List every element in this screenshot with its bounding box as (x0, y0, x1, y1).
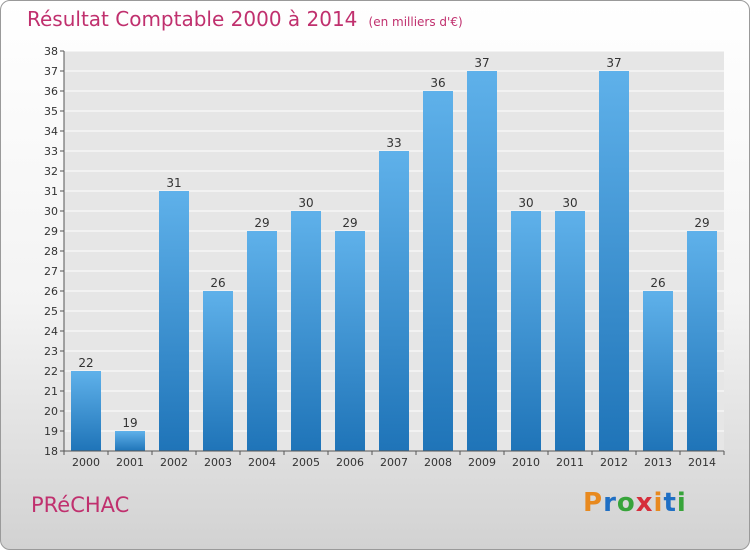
bars-group (71, 71, 717, 451)
commune-name: PRéCHAC (31, 493, 130, 517)
logo-letter: x (635, 488, 654, 518)
y-tick-label: 38 (44, 45, 58, 58)
logo-letter: t (663, 488, 677, 518)
data-label: 37 (606, 56, 621, 70)
x-tick-label: 2008 (424, 456, 452, 469)
x-tick-label: 2005 (292, 456, 320, 469)
data-label: 29 (694, 216, 709, 230)
data-label: 37 (474, 56, 489, 70)
x-tick-label: 2012 (600, 456, 628, 469)
data-label: 36 (430, 76, 445, 90)
x-tick-label: 2002 (160, 456, 188, 469)
y-tick-label: 19 (44, 425, 58, 438)
x-tick-label: 2001 (116, 456, 144, 469)
bar (555, 211, 585, 451)
bar (335, 231, 365, 451)
logo-letter: P (583, 488, 604, 518)
bar (467, 71, 497, 451)
y-tick-label: 29 (44, 225, 58, 238)
x-tick-label: 2011 (556, 456, 584, 469)
data-label: 33 (386, 136, 401, 150)
y-tick-label: 18 (44, 445, 58, 458)
y-tick-label: 31 (44, 185, 58, 198)
data-labels-group: 22 19 31 26 29 30 29 33 36 37 30 30 37 26 29 (78, 56, 709, 430)
x-tick-label: 2000 (72, 456, 100, 469)
proxiti-logo: Proxiti (583, 488, 687, 518)
chart-title-block: Résultat Comptable 2000 à 2014 (en milli… (27, 7, 463, 31)
x-tick-label: 2007 (380, 456, 408, 469)
bar (203, 291, 233, 451)
y-tick-label: 33 (44, 145, 58, 158)
bar (643, 291, 673, 451)
bar (115, 431, 145, 451)
x-tick-label: 2004 (248, 456, 276, 469)
x-tick-label: 2006 (336, 456, 364, 469)
y-tick-label: 21 (44, 385, 58, 398)
data-label: 26 (210, 276, 225, 290)
y-tick-label: 25 (44, 305, 58, 318)
data-label: 30 (562, 196, 577, 210)
logo-letter: i (676, 488, 687, 518)
data-label: 31 (166, 176, 181, 190)
x-tick-label: 2014 (688, 456, 716, 469)
logo-letter: r (603, 488, 617, 518)
y-tick-label: 36 (44, 85, 58, 98)
y-tick-label: 34 (44, 125, 58, 138)
y-axis: 18 19 20 21 22 23 24 25 26 27 28 29 30 31 32 33 34 35 36 37… (44, 45, 65, 458)
y-tick-label: 24 (44, 325, 58, 338)
bar (599, 71, 629, 451)
y-tick-label: 22 (44, 365, 58, 378)
bar (511, 211, 541, 451)
data-label: 30 (518, 196, 533, 210)
y-tick-label: 35 (44, 105, 58, 118)
x-axis: 2000 2001 2002 2003 2004 2005 2006 2007 2008 2009… (63, 450, 725, 469)
y-tick-label: 32 (44, 165, 58, 178)
y-tick-label: 28 (44, 245, 58, 258)
logo-letter: i (653, 488, 664, 518)
x-tick-label: 2003 (204, 456, 232, 469)
y-tick-label: 37 (44, 65, 58, 78)
bar (687, 231, 717, 451)
bar (423, 91, 453, 451)
bar (291, 211, 321, 451)
x-tick-label: 2013 (644, 456, 672, 469)
bar (159, 191, 189, 451)
data-label: 22 (78, 356, 93, 370)
y-tick-label: 20 (44, 405, 58, 418)
y-tick-label: 27 (44, 265, 58, 278)
x-tick-label: 2009 (468, 456, 496, 469)
y-tick-label: 30 (44, 205, 58, 218)
data-label: 29 (254, 216, 269, 230)
chart-subtitle: (en milliers d'€) (368, 15, 463, 29)
data-label: 30 (298, 196, 313, 210)
x-tick-label: 2010 (512, 456, 540, 469)
data-label: 26 (650, 276, 665, 290)
bar (379, 151, 409, 451)
chart-title: Résultat Comptable 2000 à 2014 (27, 7, 358, 31)
data-label: 29 (342, 216, 357, 230)
bar (71, 371, 101, 451)
y-tick-label: 26 (44, 285, 58, 298)
bar (247, 231, 277, 451)
data-label: 19 (122, 416, 137, 430)
y-tick-label: 23 (44, 345, 58, 358)
logo-letter: o (616, 488, 636, 518)
